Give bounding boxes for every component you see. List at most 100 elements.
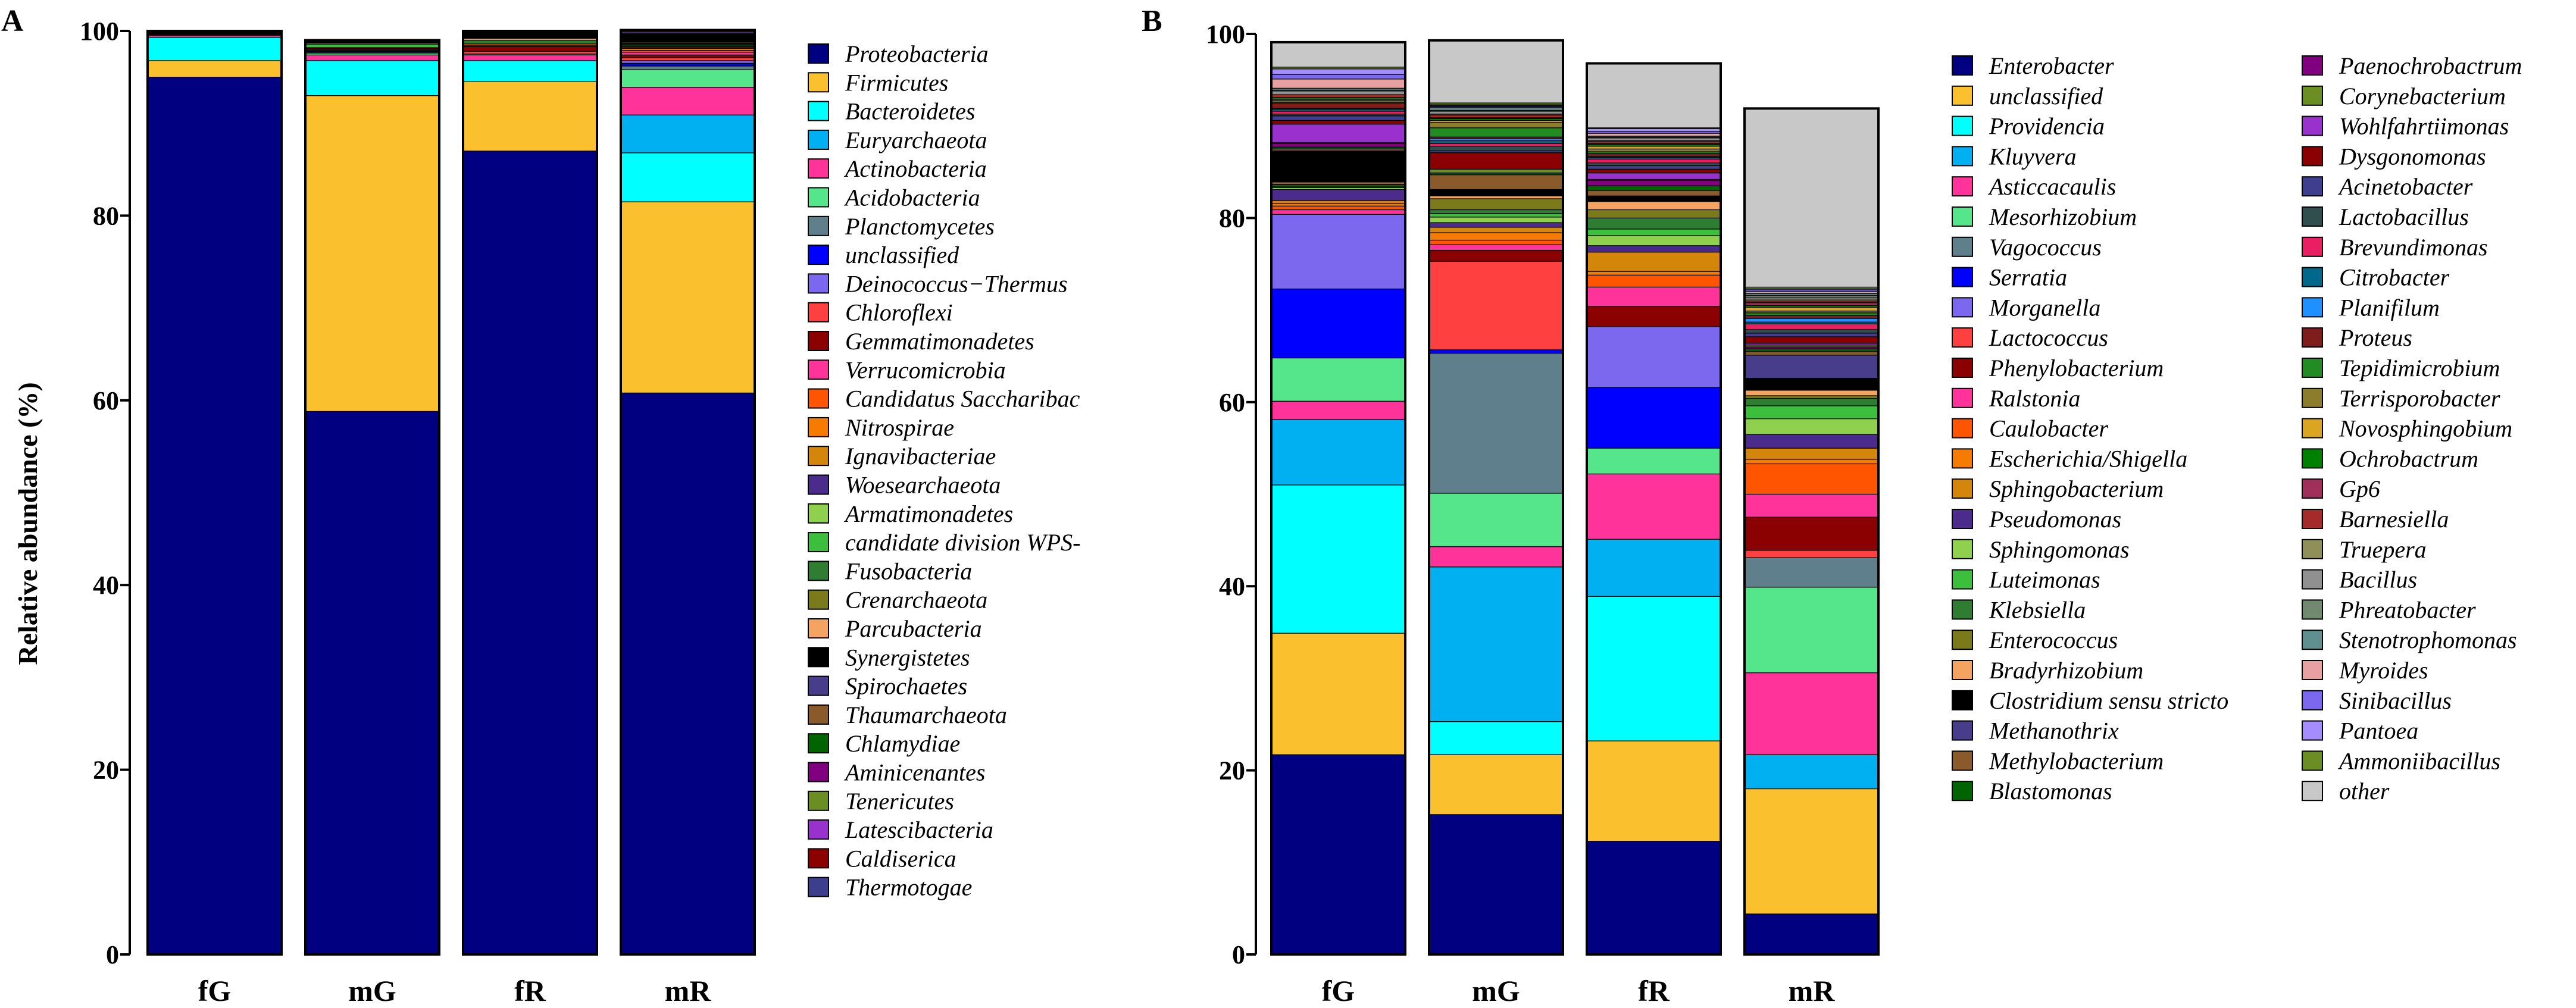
legend-item-b-ochrobactrum: Ochrobactrum — [2302, 445, 2478, 472]
legend-item-b-sinibacillus: Sinibacillus — [2302, 687, 2452, 714]
legend-swatch — [808, 446, 829, 467]
bar-segment-b-mr-novosphingobium — [1744, 306, 1879, 312]
bar-segment-a-mr-synergistetes — [620, 33, 755, 43]
legend-item-a-aminicenantes: Aminicenantes — [808, 759, 986, 786]
bar-outline-b-mg — [1428, 39, 1564, 956]
legend-swatch — [1952, 690, 1973, 710]
legend-label: Ammoniibacillus — [2337, 747, 2500, 774]
legend-item-b-caulobacter: Caulobacter — [1952, 415, 2108, 442]
bar-segment-b-fr-enterobacter — [1586, 841, 1721, 955]
bar-segment-b-mr-other — [1744, 108, 1879, 288]
legend-label: Novosphingobium — [2339, 415, 2512, 442]
legend-item-b-corynebacterium: Corynebacterium — [2302, 83, 2506, 109]
bar-segment-b-fr-myroides — [1586, 133, 1721, 137]
legend-swatch — [2302, 297, 2323, 318]
legend-item-a-acidobacteria: Acidobacteria — [808, 184, 980, 211]
legend-label: Firmicutes — [845, 69, 948, 96]
legend-label: Barnesiella — [2339, 506, 2449, 533]
legend-item-b-gp6: Gp6 — [2302, 475, 2380, 502]
legend-label: Acinetobacter — [2337, 173, 2473, 200]
legend-item-b-proteus: Proteus — [2302, 324, 2412, 351]
bar-segment-b-fg-caulobacter — [1271, 205, 1406, 211]
legend-swatch — [2302, 781, 2323, 802]
bar-segment-b-fg-sphingobacterium — [1271, 200, 1406, 204]
bar-segment-b-fr-pseudomonas — [1586, 245, 1721, 253]
x-category-label-a-fr: fR — [514, 974, 546, 1007]
legend-item-a-candidatus-saccharibac: Candidatus Saccharibac — [808, 386, 1080, 412]
legend-label: Bacteroidetes — [845, 98, 975, 125]
bar-segment-b-mg-enterobacter — [1428, 814, 1564, 955]
legend-swatch — [1952, 115, 1973, 136]
bar-segment-a-mr-proteobacteria — [620, 392, 755, 955]
legend-swatch — [1952, 599, 1973, 620]
panel-label-b: B — [1142, 4, 1162, 38]
bar-segment-a-fr-actinobacteria — [462, 54, 598, 61]
legend-item-a-parcubacteria: Parcubacteria — [808, 615, 982, 642]
legend-item-a-caldiserica: Caldiserica — [808, 845, 956, 872]
legend-item-b-bradyrhizobium: Bradyrhizobium — [1952, 657, 2143, 684]
bar-segment-b-fr-wohlfahrtiimonas — [1586, 172, 1721, 180]
legend-swatch — [808, 245, 829, 265]
bar-segment-b-mg-luteimonas — [1428, 213, 1564, 218]
legend-label: Klebsiella — [1989, 596, 2086, 623]
legend-item-b-bacillus: Bacillus — [2302, 566, 2417, 593]
legend-item-b-sphingomonas: Sphingomonas — [1952, 536, 2130, 563]
bar-segment-b-fg-dysgonomonas — [1271, 120, 1406, 125]
legend-item-b-barnesiella: Barnesiella — [2302, 506, 2449, 533]
bar-segment-b-mg-pseudomonas — [1428, 222, 1564, 228]
bar-segment-b-mr-unclassified — [1744, 788, 1879, 915]
legend-swatch — [808, 704, 829, 725]
bar-segment-b-fg-bacillus — [1271, 90, 1406, 95]
legend-swatch — [808, 359, 829, 380]
legend-item-a-unclassified: unclassified — [808, 242, 959, 268]
legend-label: Blastomonas — [1989, 778, 2112, 804]
bar-segment-b-mr-clostridium-sensu-stricto — [1744, 377, 1879, 391]
bar-segment-b-mg-escherichia-shigella — [1428, 232, 1564, 241]
legend-label: Asticcacaulis — [1987, 173, 2116, 200]
legend-swatch — [2302, 478, 2323, 499]
bar-segment-b-mg-corynebacterium — [1428, 168, 1564, 174]
bar-segment-a-fr-bacteroidetes — [462, 60, 598, 82]
bar-segment-b-fg-acinetobacter — [1271, 115, 1406, 121]
legend-item-a-euryarchaeota: Euryarchaeota — [808, 127, 987, 154]
legend-swatch — [808, 187, 829, 208]
legend-swatch — [1952, 387, 1973, 408]
legend-item-a-gemmatimonadetes: Gemmatimonadetes — [808, 328, 1034, 355]
legend-swatch — [808, 790, 829, 811]
legend-item-b-methanothrix: Methanothrix — [1952, 718, 2119, 744]
bar-segment-b-fr-escherichia-shigella — [1586, 271, 1721, 276]
legend-swatch — [808, 215, 829, 236]
legend-item-b-planifilum: Planifilum — [2302, 294, 2440, 321]
bar-segment-b-fg-sinibacillus — [1271, 74, 1406, 80]
bar-segment-b-mr-klebsiella — [1744, 398, 1879, 406]
legend-label: Aminicenantes — [843, 759, 986, 786]
legend-label: Methylobacterium — [1989, 747, 2164, 774]
legend-item-a-chloroflexi: Chloroflexi — [808, 299, 953, 326]
legend-label: Fusobacteria — [845, 558, 972, 584]
bar-segment-b-fr-terrisporobacter — [1586, 148, 1721, 152]
x-category-label-b-mr: mR — [1789, 974, 1836, 1007]
bar-segment-b-fg-paenochrobactrum — [1271, 143, 1406, 148]
x-category-label-a-fg: fG — [198, 974, 232, 1007]
bar-segment-b-mr-tepidimicrobium — [1744, 312, 1879, 316]
bar-segment-a-mg-firmicutes — [305, 95, 440, 412]
legend-label: Myroides — [2339, 657, 2428, 684]
legend-item-a-nitrospirae: Nitrospirae — [808, 414, 954, 441]
legend-label: Deinococcus−Thermus — [845, 270, 1068, 297]
bar-segment-a-mg-proteobacteria — [305, 411, 440, 955]
legend-swatch — [1952, 236, 1973, 257]
legend-label: Stenotrophomonas — [2339, 627, 2517, 653]
bar-segment-a-fr-gemmatimonadetes — [462, 46, 598, 52]
legend-item-b-sphingobacterium: Sphingobacterium — [1952, 475, 2164, 502]
bar-segment-b-mr-sphingobacterium — [1744, 447, 1879, 460]
bar-segment-b-mg-stenotrophomonas — [1428, 107, 1564, 111]
legend-swatch — [808, 72, 829, 93]
legend-swatch — [2302, 115, 2323, 136]
bar-segment-b-mg-bacillus — [1428, 111, 1564, 115]
legend-label: Candidatus Saccharibac — [845, 386, 1080, 412]
bar-segment-b-mg-asticcacaulis — [1428, 546, 1564, 568]
bar-segment-a-mr-acidobacteria — [620, 69, 755, 88]
bar-segment-b-mg-mesorhizobium — [1428, 493, 1564, 547]
bar-segment-b-fr-kluyvera — [1586, 539, 1721, 597]
legend-label: unclassified — [845, 242, 959, 268]
